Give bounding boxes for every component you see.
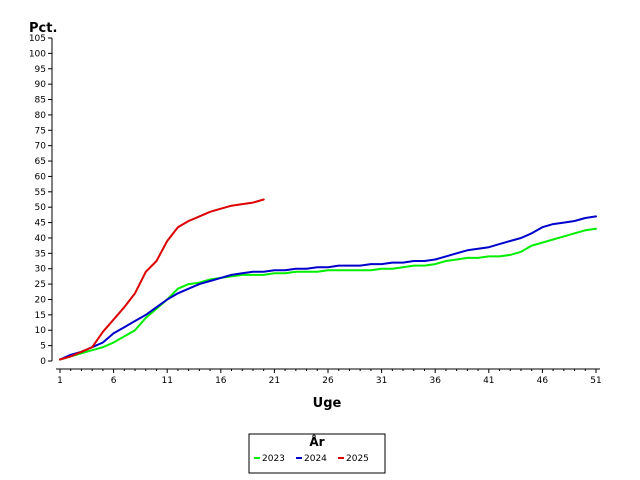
- y-tick-label: 40: [35, 234, 47, 244]
- x-tick-label: 41: [483, 376, 494, 386]
- x-tick-label: 6: [111, 376, 117, 386]
- y-tick-label: 55: [35, 188, 46, 198]
- y-tick-label: 60: [35, 172, 47, 182]
- x-tick-label: 26: [322, 376, 334, 386]
- y-tick-label: 80: [35, 111, 47, 121]
- y-tick-label: 0: [40, 357, 46, 367]
- legend-label-2023: 2023: [262, 454, 285, 464]
- x-tick-label: 36: [429, 376, 441, 386]
- y-tick-label: 100: [29, 49, 46, 59]
- x-tick-label: 21: [269, 376, 280, 386]
- legend-items: 2023 2024 2025: [254, 454, 369, 464]
- y-tick-label: 65: [35, 157, 46, 167]
- series-line-2023: [59, 227, 597, 361]
- x-tick-label: 16: [215, 376, 227, 386]
- y-tick-label: 15: [35, 311, 46, 321]
- x-tick-label: 1: [57, 376, 63, 386]
- y-tick-label: 105: [29, 34, 46, 44]
- y-tick-label: 75: [35, 126, 46, 136]
- y-tick-label: 25: [35, 280, 46, 290]
- y-tick-label: 90: [35, 80, 47, 90]
- legend-label-2024: 2024: [304, 454, 327, 464]
- y-tick-label: 50: [35, 203, 47, 213]
- x-tick-label: 11: [161, 376, 172, 386]
- series-line-2024: [59, 215, 597, 361]
- y-tick-label: 95: [35, 65, 46, 75]
- legend: År 2023 2024 2025: [248, 433, 386, 474]
- legend-box: [248, 433, 386, 474]
- y-tick-label: 85: [35, 96, 46, 106]
- y-tick-label: 45: [35, 219, 46, 229]
- series-layer: [59, 198, 597, 361]
- legend-label-2025: 2025: [346, 454, 369, 464]
- y-axis-title: Pct.: [29, 21, 57, 36]
- y-tick-label: 70: [35, 142, 47, 152]
- x-tick-label: 46: [537, 376, 549, 386]
- y-tick-label: 35: [35, 249, 46, 259]
- x-tick-label: 31: [376, 376, 387, 386]
- y-tick-label: 5: [40, 342, 46, 352]
- legend-title: År: [309, 434, 324, 449]
- series-line-2025: [59, 198, 265, 361]
- y-tick-label: 20: [35, 295, 47, 305]
- axes: 0 5 10 15 20 25 30 35 40 45 50 55 60 65 70 75 80 85 90 95 10…: [29, 34, 602, 386]
- x-tick-label: 51: [590, 376, 601, 386]
- x-axis-title: Uge: [313, 396, 342, 411]
- y-tick-label: 10: [35, 326, 47, 336]
- y-tick-label: 30: [35, 265, 47, 275]
